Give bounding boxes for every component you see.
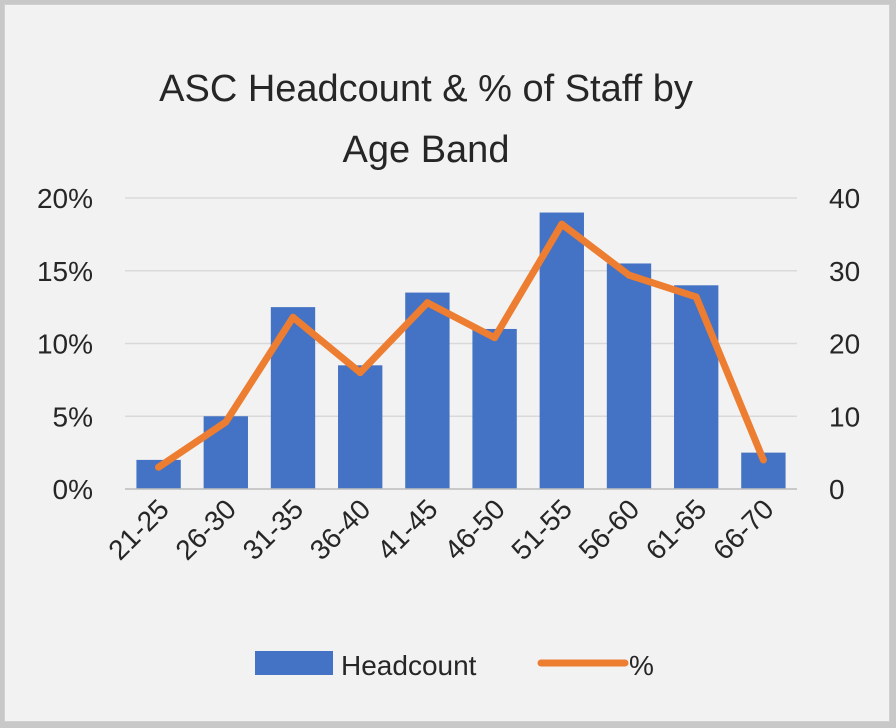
series-line xyxy=(155,220,767,471)
y-right-tick-label: 10 xyxy=(829,401,860,432)
legend-label-headcount: Headcount xyxy=(341,650,477,681)
chart-frame: ASC Headcount & % of Staff by Age Band 0… xyxy=(4,4,890,722)
bar xyxy=(203,416,248,489)
chart-title-line-1: ASC Headcount & % of Staff by xyxy=(159,68,693,110)
x-axis: 21-2526-3031-3536-4041-4546-5051-5556-60… xyxy=(102,488,797,566)
line-point xyxy=(692,293,700,301)
bar xyxy=(338,365,383,489)
line-point xyxy=(625,271,633,279)
x-tick-label: 41-45 xyxy=(371,493,444,566)
x-tick-label: 51-55 xyxy=(505,493,578,566)
x-tick-label: 31-35 xyxy=(237,493,310,566)
bar xyxy=(539,212,584,490)
line-point xyxy=(356,369,364,377)
bar-series xyxy=(136,212,786,490)
y-left-tick-label: 10% xyxy=(37,329,93,360)
legend: Headcount % xyxy=(255,650,654,681)
x-tick-label: 36-40 xyxy=(304,493,377,566)
x-tick-label: 56-60 xyxy=(573,493,646,566)
line-point xyxy=(155,463,163,471)
y-right-tick-label: 0 xyxy=(829,474,845,505)
y-right-tick-label: 40 xyxy=(829,183,860,214)
bar xyxy=(606,263,652,489)
y-right-tick-label: 30 xyxy=(829,256,860,287)
y-left-tick-label: 0% xyxy=(53,474,93,505)
x-tick-label: 46-50 xyxy=(438,493,511,566)
line-point xyxy=(423,299,431,307)
legend-label-percent: % xyxy=(629,650,654,681)
right-axis: 0 10 20 30 40 xyxy=(829,183,860,505)
bar xyxy=(472,328,517,489)
x-tick-label: 61-65 xyxy=(640,493,713,566)
line-point xyxy=(759,456,767,464)
line-point xyxy=(289,313,297,321)
left-axis: 0% 5% 10% 15% 20% xyxy=(37,183,93,505)
x-tick-label: 66-70 xyxy=(707,493,780,566)
y-left-tick-label: 5% xyxy=(53,401,93,432)
chart-svg: ASC Headcount & % of Staff by Age Band 0… xyxy=(37,68,860,681)
bar xyxy=(405,292,450,489)
line-point xyxy=(558,220,566,228)
legend-swatch-headcount xyxy=(255,651,333,675)
chart-title-line-2: Age Band xyxy=(343,129,510,171)
x-tick-label: 21-25 xyxy=(102,493,175,566)
x-tick-label: 26-30 xyxy=(169,493,242,566)
line-point xyxy=(222,418,230,426)
y-right-tick-label: 20 xyxy=(829,329,860,360)
y-left-tick-label: 20% xyxy=(37,183,93,214)
line-point xyxy=(491,334,499,342)
bar xyxy=(674,285,719,489)
y-left-tick-label: 15% xyxy=(37,256,93,287)
line-series xyxy=(155,220,767,471)
